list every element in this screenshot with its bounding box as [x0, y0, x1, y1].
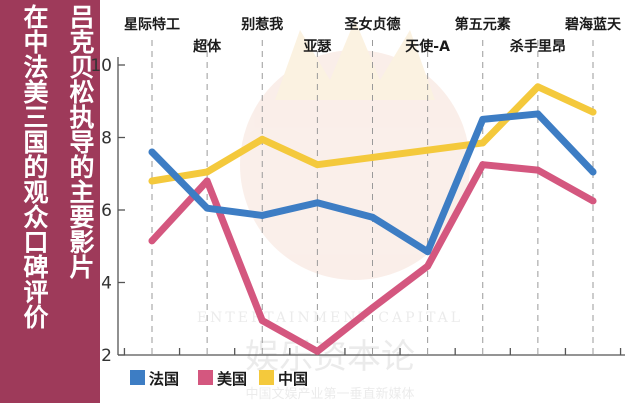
data-point-s3-8	[534, 83, 542, 91]
chart-title-line-2: 在中法美三国的观众口碑评价	[20, 4, 49, 329]
data-point-s1-8	[534, 110, 542, 118]
category-label-9: 碧海蓝天	[564, 16, 622, 33]
legend-swatch-3	[259, 370, 274, 385]
data-point-s1-5	[369, 213, 376, 221]
data-point-s2-9	[589, 197, 597, 205]
legend: 法国 美国 中国	[130, 370, 308, 388]
y-tick-label-10: 10	[90, 56, 112, 76]
watermark-english: ENTERTAINMENT CAPITAL	[197, 310, 463, 326]
y-tick-label-4: 4	[101, 274, 112, 294]
category-label-8: 杀手里昂	[510, 38, 566, 55]
y-tick-label-6: 6	[101, 201, 112, 221]
axes: 2 4 6 8 10	[90, 56, 625, 366]
data-point-s3-5	[369, 154, 376, 161]
series-group	[148, 83, 597, 355]
watermark-mascot-icon	[240, 50, 470, 280]
data-point-s2-8	[534, 166, 542, 174]
data-point-s3-9	[589, 108, 597, 116]
legend-swatch-2	[198, 370, 213, 385]
data-point-s3-2	[203, 168, 211, 176]
category-label-1: 星际特工	[124, 16, 180, 33]
data-point-s3-4	[313, 161, 321, 169]
data-point-s3-6	[424, 146, 432, 154]
title-panel: 吕克贝松执导的主要影片 在中法美三国的观众口碑评价	[0, 0, 100, 403]
data-point-s3-1	[148, 177, 156, 185]
chart-title-line-1: 吕克贝松执导的主要影片	[66, 4, 95, 279]
data-point-s2-1	[148, 237, 156, 245]
data-point-s2-6	[424, 262, 432, 270]
data-point-s1-1	[148, 148, 156, 156]
data-point-s1-4	[313, 199, 321, 207]
data-point-s2-2	[203, 177, 211, 185]
category-label-6: 天使-A	[405, 38, 450, 55]
category-label-7: 第五元素	[455, 16, 511, 33]
category-label-5: 圣女贞德	[344, 16, 401, 33]
data-point-s3-7	[479, 139, 487, 147]
watermark-crown-icon	[275, 20, 435, 100]
legend-label-1: 法国	[149, 370, 179, 388]
data-point-s2-3	[258, 317, 266, 324]
data-point-s2-4	[313, 347, 321, 355]
legend-label-3: 中国	[278, 370, 308, 388]
data-point-s1-7	[479, 115, 487, 123]
data-point-s1-2	[203, 204, 211, 212]
data-point-s1-6	[424, 248, 432, 256]
category-label-3: 别惹我	[240, 16, 283, 33]
data-point-s1-3	[258, 212, 266, 219]
legend-swatch-1	[130, 370, 145, 385]
watermark-subtitle: 中国文娱产业第一垂直新媒体	[245, 386, 414, 402]
data-point-s1-9	[589, 168, 597, 176]
category-label-2: 超体	[192, 38, 222, 55]
data-point-s2-5	[369, 304, 376, 312]
watermark: ENTERTAINMENT CAPITAL 娱乐资本论 中国文娱产业第一垂直新媒…	[197, 20, 470, 402]
data-point-s2-7	[479, 161, 487, 169]
legend-label-2: 美国	[217, 370, 247, 388]
category-label-4: 亚瑟	[303, 39, 331, 55]
y-tick-label-2: 2	[101, 346, 112, 366]
data-point-s3-3	[258, 135, 266, 143]
y-tick-label-8: 8	[101, 129, 112, 149]
